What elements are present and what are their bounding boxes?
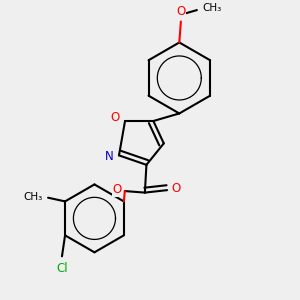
- Text: N: N: [105, 150, 113, 164]
- Text: CH₃: CH₃: [24, 192, 43, 202]
- Text: O: O: [176, 5, 185, 18]
- Text: CH₃: CH₃: [202, 3, 222, 13]
- Text: O: O: [171, 182, 181, 195]
- Text: O: O: [111, 111, 120, 124]
- Text: Cl: Cl: [56, 262, 68, 275]
- Text: O: O: [112, 183, 122, 196]
